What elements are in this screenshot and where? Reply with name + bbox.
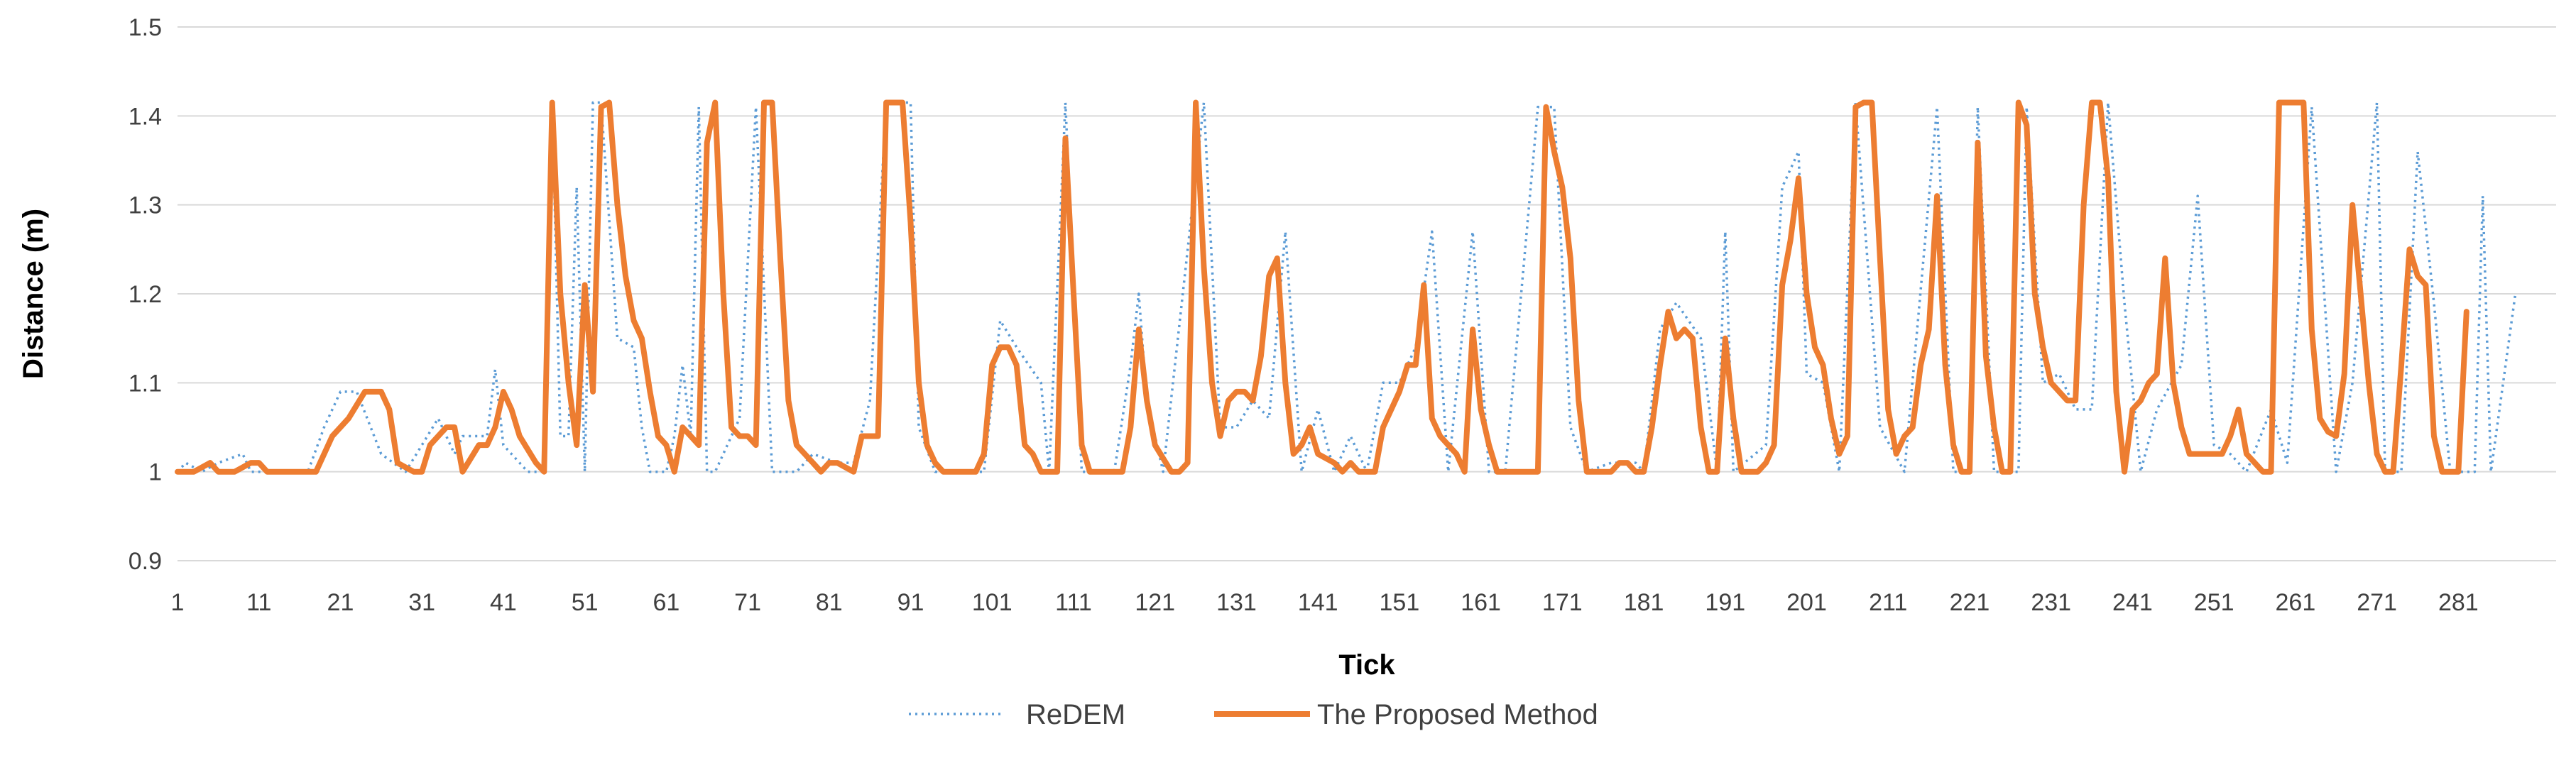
y-tick-label: 1 [148,459,162,486]
x-tick-label: 161 [1461,589,1501,616]
x-tick-label: 121 [1135,589,1175,616]
x-tick-label: 191 [1705,589,1745,616]
x-tick-label: 181 [1624,589,1664,616]
x-tick-label: 151 [1380,589,1420,616]
x-tick-label: 251 [2194,589,2234,616]
y-tick-label: 0.9 [129,548,162,575]
x-tick-label: 81 [816,589,843,616]
x-tick-label: 261 [2276,589,2316,616]
x-axis-title: Tick [1338,649,1395,681]
x-tick-label: 241 [2112,589,2153,616]
x-axis-ticks: 1 11 21 31 41 51 61 71 81 91 101 111 121 131 141 151 161… [171,589,2479,616]
x-tick-label: 91 [897,589,924,616]
x-tick-label: 21 [327,589,354,616]
x-tick-label: 71 [734,589,761,616]
x-tick-label: 1 [171,589,185,616]
y-tick-label: 1.1 [129,370,162,397]
x-tick-label: 61 [653,589,680,616]
y-tick-label: 1.2 [129,281,162,308]
series-lines [175,99,2517,475]
x-tick-label: 111 [1055,589,1092,616]
y-axis-ticks: 0.9 1 1.1 1.2 1.3 1.4 1.5 [129,14,162,575]
x-tick-label: 31 [408,589,435,616]
y-tick-label: 1.3 [129,192,162,219]
y-axis-title: Distance (m) [18,209,49,379]
x-tick-label: 271 [2357,589,2397,616]
x-tick-label: 141 [1298,589,1338,616]
legend: ReDEM The Proposed Method [909,699,1598,730]
grid-lines [178,26,2556,561]
y-tick-label: 1.5 [129,14,162,41]
x-tick-label: 131 [1216,589,1257,616]
x-tick-label: 171 [1542,589,1583,616]
legend-label: The Proposed Method [1317,699,1598,730]
x-tick-label: 201 [1786,589,1827,616]
x-tick-label: 41 [490,589,517,616]
y-tick-label: 1.4 [129,103,162,130]
x-tick-label: 211 [1869,589,1907,616]
x-tick-label: 51 [572,589,599,616]
x-tick-label: 101 [972,589,1013,616]
x-tick-label: 221 [1950,589,1990,616]
series-line-proposed-method [175,99,2469,475]
x-tick-label: 231 [2031,589,2071,616]
x-tick-label: 281 [2438,589,2479,616]
x-tick-label: 11 [246,589,271,616]
legend-label: ReDEM [1026,699,1125,730]
